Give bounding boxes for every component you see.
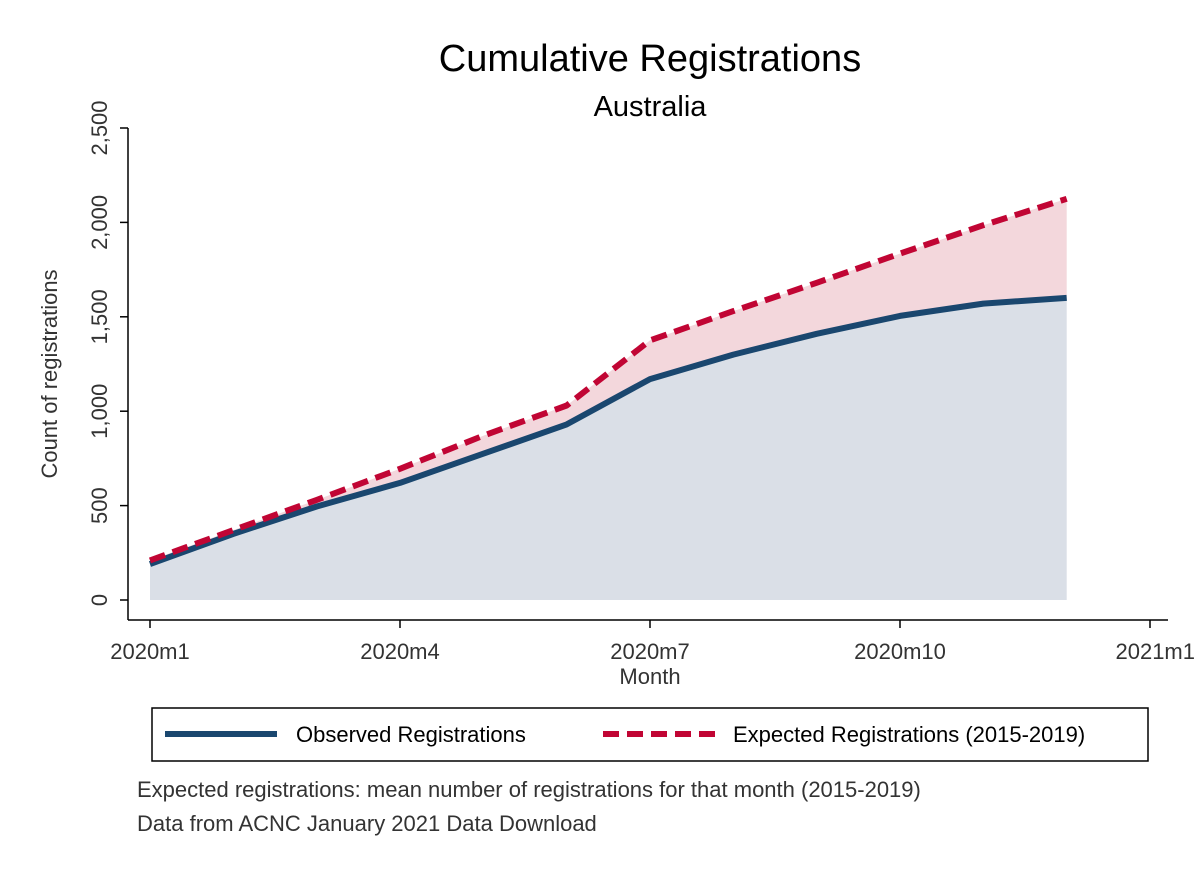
x-axis-ticks: 2020m1 2020m4 2020m7 2020m10 2021m1	[110, 620, 1195, 664]
x-axis-title: Month	[619, 664, 680, 689]
y-axis-title: Count of registrations	[37, 269, 62, 478]
line-layer	[148, 195, 1068, 567]
legend-label-observed: Observed Registrations	[296, 722, 526, 747]
x-tick-label: 2021m1	[1115, 639, 1195, 664]
observed-line	[148, 294, 1067, 567]
y-tick-label: 0	[87, 594, 112, 606]
legend-box	[151, 707, 1149, 762]
y-tick-label: 1,000	[87, 384, 112, 439]
y-tick-label: 500	[87, 487, 112, 524]
x-tick-label: 2020m1	[110, 639, 190, 664]
expected-gap-area	[150, 198, 1067, 565]
legend: Observed Registrations Expected Registra…	[151, 707, 1149, 762]
note-line-1: Expected registrations: mean number of r…	[137, 777, 921, 802]
chart-subtitle: Australia	[594, 91, 708, 123]
legend-label-expected: Expected Registrations (2015-2019)	[733, 722, 1085, 747]
note-line-2: Data from ACNC January 2021 Data Downloa…	[137, 811, 597, 836]
observed-area	[150, 297, 1067, 600]
chart-title: Cumulative Registrations	[439, 38, 861, 80]
x-tick-label: 2020m10	[854, 639, 946, 664]
x-tick-label: 2020m4	[360, 639, 440, 664]
area-layer	[150, 198, 1067, 600]
y-tick-label: 1,500	[87, 289, 112, 344]
expected-line	[148, 195, 1068, 564]
y-tick-label: 2,500	[87, 100, 112, 155]
y-axis-ticks: 0 500 1,000 1,500 2,000 2,500	[87, 100, 128, 606]
y-tick-label: 2,000	[87, 195, 112, 250]
x-tick-label: 2020m7	[610, 639, 690, 664]
